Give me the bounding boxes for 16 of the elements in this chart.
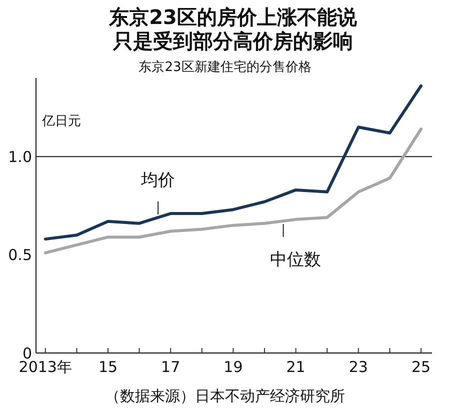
y-tick-label: 0.5 bbox=[8, 246, 32, 264]
x-tick-label: 19 bbox=[224, 358, 243, 376]
y-axis-title: 亿日元 bbox=[41, 114, 81, 129]
x-tick-label: 17 bbox=[161, 358, 180, 376]
text: （数据来源）日本不动产经济研究所 bbox=[105, 387, 345, 405]
x-tick-label: 21 bbox=[286, 358, 306, 376]
line-series bbox=[44, 84, 423, 241]
x-tick-label: 25 bbox=[411, 358, 431, 376]
series-label: 均价 bbox=[140, 170, 176, 190]
x-tick-label: 15 bbox=[98, 358, 118, 376]
chart-title: 东京23区的房价上涨不能说只是受到部分高价房的影响 bbox=[108, 5, 358, 53]
chart-subtitle: 东京23区新建住宅的分售价格 bbox=[138, 59, 312, 75]
y-tick-label: 1.0 bbox=[8, 148, 32, 166]
x-tick-label: 2013年 bbox=[18, 358, 72, 376]
x-tick-label: 23 bbox=[348, 358, 368, 376]
series-label: 中位数 bbox=[270, 250, 321, 270]
